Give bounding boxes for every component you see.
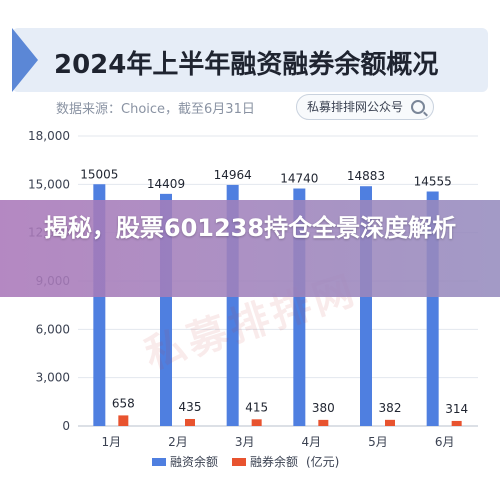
data-label-securities: 380 <box>312 401 335 415</box>
data-label-financing: 14964 <box>214 168 252 182</box>
data-label-securities: 435 <box>179 400 202 414</box>
data-source-note: 数据来源：Choice，截至6月31日 <box>56 102 255 117</box>
account-name: 私募排排网公众号 <box>307 100 404 114</box>
legend-label-securities: 融券余额 <box>250 454 298 469</box>
x-tick-label: 2月 <box>168 435 188 449</box>
data-label-financing: 14409 <box>147 177 185 191</box>
bar-securities <box>318 419 329 426</box>
data-label-financing: 14740 <box>280 172 318 186</box>
y-tick-label: 6,000 <box>36 322 70 336</box>
account-search-pill[interactable]: 私募排排网公众号 <box>296 94 435 120</box>
bar-securities <box>385 419 395 426</box>
data-label-securities: 314 <box>445 402 468 416</box>
chart-title: 2024年上半年融资融券余额概况 <box>54 50 439 80</box>
legend-label-financing: 融资余额 <box>170 454 218 469</box>
x-tick-label: 3月 <box>235 435 255 449</box>
legend-unit: (亿元) <box>306 454 339 469</box>
search-icon <box>411 100 426 114</box>
y-tick-label: 15,000 <box>28 177 70 191</box>
y-tick-label: 3,000 <box>36 371 70 385</box>
x-tick-label: 6月 <box>435 435 455 449</box>
data-label-securities: 382 <box>379 401 402 415</box>
headline-text: 揭秘，股票601238持仓全景深度解析 <box>43 214 457 242</box>
y-tick-label: 0 <box>62 419 70 433</box>
x-tick-label: 1月 <box>102 435 122 449</box>
data-label-financing: 14555 <box>414 175 452 189</box>
data-label-financing: 15005 <box>80 167 118 181</box>
bar-securities <box>185 418 195 426</box>
data-label-securities: 658 <box>112 396 135 410</box>
bar-securities <box>118 415 129 426</box>
legend-swatch-securities <box>232 458 246 466</box>
x-tick-label: 5月 <box>368 435 388 449</box>
bar-securities <box>251 419 262 426</box>
y-tick-label: 18,000 <box>28 129 70 143</box>
bar-securities <box>451 420 462 426</box>
x-tick-label: 4月 <box>302 435 322 449</box>
data-label-financing: 14883 <box>347 169 385 183</box>
headline-banner: 揭秘，股票601238持仓全景深度解析 <box>0 200 500 297</box>
title-bar <box>12 28 488 92</box>
legend-swatch-financing <box>152 458 166 466</box>
data-label-securities: 415 <box>245 400 268 414</box>
